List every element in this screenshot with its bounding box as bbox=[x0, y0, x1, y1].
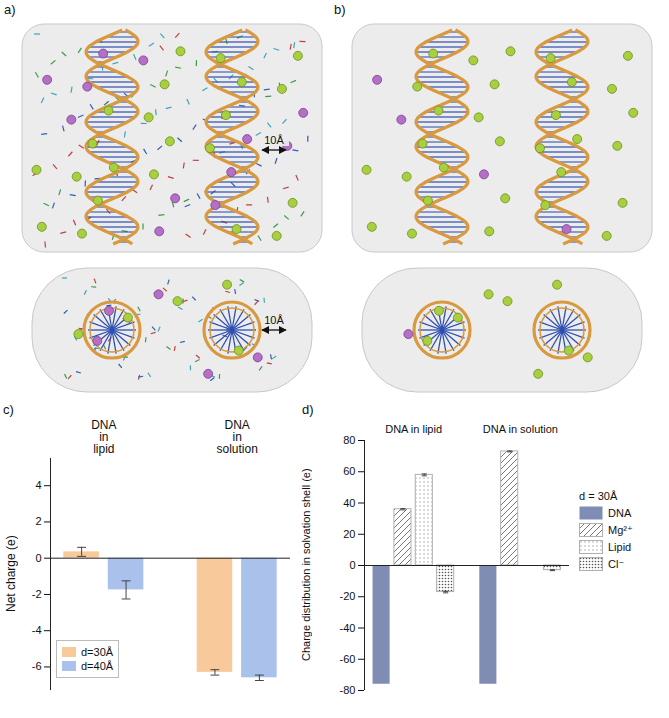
svg-text:DNAinlipid: DNAinlipid bbox=[91, 418, 116, 456]
html-text:Charge distribution in solvati: Charge distribution in solvation shell (… bbox=[300, 468, 312, 662]
svg-text:b): b) bbox=[334, 2, 346, 17]
html-text:Mg²⁺: Mg²⁺ bbox=[608, 523, 633, 536]
html-text:d): d) bbox=[302, 402, 314, 417]
svg-text:10Å: 10Å bbox=[264, 314, 284, 326]
svg-text:10Å: 10Å bbox=[264, 134, 284, 146]
svg-text:60: 60 bbox=[343, 465, 355, 477]
html-text:d=30Å: d=30Å bbox=[81, 646, 114, 658]
html-text:Lipid: Lipid bbox=[608, 541, 632, 553]
svg-text:20: 20 bbox=[343, 528, 355, 540]
svg-text:a): a) bbox=[4, 2, 16, 17]
html-text:Net charge (e): Net charge (e) bbox=[4, 535, 18, 613]
html-text:d=40Å: d=40Å bbox=[81, 660, 114, 672]
svg-text:80: 80 bbox=[343, 434, 355, 446]
html-text:c): c) bbox=[3, 402, 14, 417]
svg-text:2: 2 bbox=[35, 515, 41, 527]
svg-text:4: 4 bbox=[35, 479, 41, 491]
svg-text:DNAinsolution: DNAinsolution bbox=[216, 418, 257, 456]
svg-text:-60: -60 bbox=[340, 653, 356, 665]
svg-text:-2: -2 bbox=[32, 588, 42, 600]
html-text:Cl⁻: Cl⁻ bbox=[608, 557, 625, 570]
svg-text:-4: -4 bbox=[32, 624, 42, 636]
svg-text:DNA in lipid: DNA in lipid bbox=[385, 423, 442, 435]
svg-text:40: 40 bbox=[343, 497, 355, 509]
html-text:d = 30Å: d = 30Å bbox=[579, 490, 618, 502]
html-text:DNA: DNA bbox=[608, 507, 632, 519]
svg-text:-40: -40 bbox=[340, 622, 356, 634]
svg-text:0: 0 bbox=[35, 552, 41, 564]
svg-text:-80: -80 bbox=[340, 684, 356, 696]
svg-text:-20: -20 bbox=[340, 590, 356, 602]
svg-text:0: 0 bbox=[349, 559, 355, 571]
svg-text:DNA in solution: DNA in solution bbox=[483, 423, 558, 435]
svg-text:-6: -6 bbox=[32, 660, 42, 672]
